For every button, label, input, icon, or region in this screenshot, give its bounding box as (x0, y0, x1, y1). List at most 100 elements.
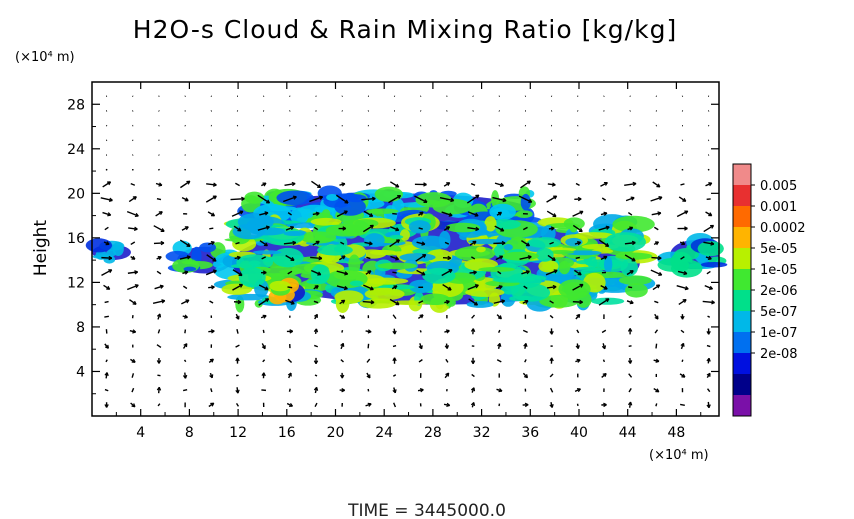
wind-vector-head (366, 374, 371, 379)
wind-vector (627, 212, 633, 216)
wind-vector-head (576, 388, 581, 393)
wind-vector-head (262, 182, 267, 187)
wind-vector (287, 286, 293, 289)
wind-vector (232, 283, 243, 291)
wind-vector-head (497, 211, 503, 216)
colorbar-label: 0.005 (760, 179, 797, 194)
wind-vector (676, 285, 689, 290)
wind-vector (654, 329, 659, 334)
wind-vector (416, 269, 426, 276)
wind-vector (288, 168, 291, 171)
wind-vector (625, 196, 635, 202)
wind-vector-head (265, 199, 271, 204)
wind-vector (130, 241, 136, 246)
wind-vector (676, 210, 689, 218)
wind-vector (444, 241, 450, 245)
wind-vector (471, 314, 476, 319)
wind-vector (157, 329, 161, 334)
wind-vector (311, 180, 321, 189)
wind-vector (393, 402, 397, 408)
wind-vector (104, 300, 109, 304)
wind-vector-head (212, 269, 217, 274)
cloud-cell (420, 293, 450, 305)
wind-vector (101, 256, 112, 259)
wind-vector-head (212, 182, 217, 187)
wind-vector-head (422, 254, 427, 258)
cloud-cell (314, 206, 325, 213)
wind-vector-head (550, 226, 555, 231)
wind-vector (287, 358, 293, 363)
y-tick-label: 20 (67, 186, 85, 202)
wind-vector-head (156, 313, 162, 318)
wind-vector (100, 197, 113, 202)
wind-vector-head (131, 403, 136, 408)
x-tick-label: 48 (667, 425, 685, 441)
wind-vector-head (211, 212, 216, 217)
wind-vector-head (445, 299, 450, 305)
wind-vector (390, 255, 399, 261)
cloud-cell (300, 231, 337, 244)
y-tick-label: 16 (67, 231, 85, 247)
wind-vector (262, 359, 266, 363)
cloud-cell (366, 208, 399, 214)
wind-vector-head (549, 403, 554, 408)
wind-vector (498, 329, 501, 333)
wind-vector (572, 283, 584, 291)
wind-vector (549, 300, 554, 304)
cloud-cell (349, 280, 364, 287)
wind-vector-head (602, 372, 607, 378)
wind-vector-head (159, 284, 164, 289)
wind-vector-head (655, 358, 660, 363)
cloud-cell (478, 266, 515, 272)
wind-vector (498, 168, 501, 171)
wind-vector (284, 182, 296, 187)
wind-vector-head (134, 284, 139, 289)
wind-vector (628, 387, 632, 393)
wind-vector (179, 256, 191, 260)
wind-vector (335, 194, 349, 204)
cloud-cell (377, 262, 417, 270)
wind-vector (235, 344, 240, 348)
wind-vector (572, 301, 583, 303)
wind-vector-head (237, 227, 242, 232)
wind-vector (468, 298, 478, 306)
wind-vector (388, 195, 401, 204)
wind-vector (102, 181, 111, 188)
wind-vector (131, 373, 135, 378)
colorbar-swatch (733, 290, 751, 312)
cloud-cell (326, 194, 339, 201)
wind-vector (598, 298, 610, 306)
wind-vector-head (134, 212, 139, 218)
wind-vector-head (706, 404, 711, 409)
wind-vector-head (706, 372, 711, 377)
wind-vector (236, 168, 239, 171)
wind-vector (470, 182, 476, 186)
colorbar-label: 1e-07 (760, 326, 798, 341)
wind-vector-head (343, 210, 348, 215)
wind-vector-head (708, 212, 713, 217)
cloud-cell (317, 244, 353, 256)
y-tick-label: 8 (76, 320, 85, 336)
wind-vector-head (186, 180, 191, 185)
wind-vector-head (395, 256, 400, 261)
wind-vector-head (395, 227, 400, 232)
wind-vector (183, 359, 187, 363)
wind-vector (389, 181, 400, 188)
wind-vector-head (183, 343, 188, 348)
x-unit-label: (×10⁴ m) (649, 448, 709, 463)
wind-vector-head (474, 284, 479, 289)
wind-vector-head (629, 300, 634, 305)
wind-vector-head (419, 314, 424, 319)
wind-vector-head (397, 195, 402, 199)
cloud-cell (511, 283, 551, 302)
wind-vector-head (683, 270, 688, 276)
cloud-cell (354, 219, 379, 228)
wind-vector-head (551, 182, 556, 187)
wind-vector (259, 212, 269, 216)
cloud-cell (369, 249, 397, 256)
wind-vector (285, 254, 295, 261)
wind-vector (283, 196, 297, 203)
wind-vector-head (603, 255, 608, 260)
wind-vector (521, 240, 530, 247)
cloud-cell (389, 234, 404, 239)
